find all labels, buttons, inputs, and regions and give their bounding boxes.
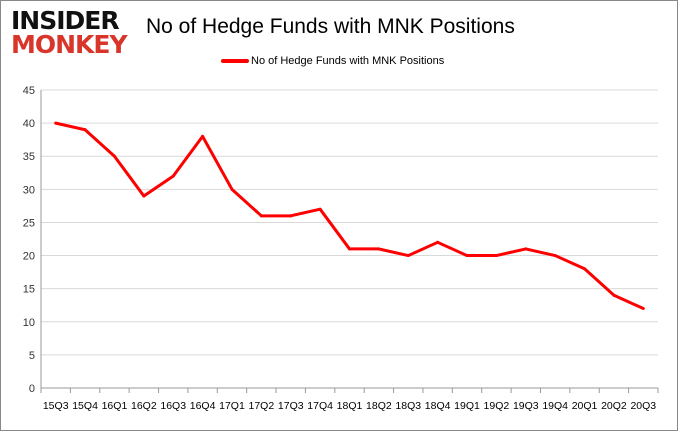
x-tick-label: 18Q1	[337, 400, 363, 412]
y-tick-label: 45	[23, 85, 35, 97]
data-point	[348, 247, 351, 251]
y-tick-label: 0	[29, 383, 35, 395]
data-point	[612, 293, 616, 297]
data-point	[553, 254, 557, 258]
chart-title: No of Hedge Funds with MNK Positions	[146, 15, 515, 38]
data-point	[83, 128, 87, 132]
data-point	[289, 214, 293, 218]
x-tick-label: 16Q3	[160, 400, 186, 412]
x-tick-label: 17Q2	[249, 400, 275, 412]
x-tick-label: 16Q2	[131, 400, 157, 412]
y-tick-label: 20	[23, 251, 35, 263]
insider-monkey-logo: INSIDER MONKEY	[11, 6, 128, 59]
y-tick-label: 40	[23, 118, 35, 130]
data-point	[494, 254, 498, 258]
y-tick-label: 10	[23, 317, 35, 329]
data-point	[583, 267, 587, 271]
x-tick-label: 18Q4	[425, 400, 451, 412]
data-point	[259, 214, 263, 218]
x-tick-label: 18Q2	[366, 400, 392, 412]
legend-swatch	[221, 59, 249, 63]
y-tick-label: 35	[23, 151, 35, 163]
x-tick-label: 17Q3	[278, 400, 304, 412]
data-point	[465, 254, 469, 258]
y-tick-label: 5	[29, 350, 35, 362]
x-tick-label: 19Q3	[513, 400, 539, 412]
data-point	[54, 121, 58, 125]
data-point	[436, 240, 440, 244]
x-tick-label: 20Q3	[630, 400, 656, 412]
data-point	[201, 134, 205, 138]
data-point	[318, 207, 322, 211]
data-point	[142, 194, 146, 198]
data-point	[377, 247, 381, 251]
x-tick-label: 19Q4	[542, 400, 568, 412]
x-tick-label: 20Q2	[601, 400, 627, 412]
data-point	[112, 154, 116, 158]
x-tick-label: 15Q3	[43, 400, 69, 412]
x-tick-label: 18Q3	[395, 400, 421, 412]
x-tick-label: 15Q4	[72, 400, 98, 412]
y-tick-label: 15	[23, 284, 35, 296]
data-point	[524, 247, 528, 251]
data-point	[406, 254, 410, 258]
x-tick-label: 16Q1	[102, 400, 128, 412]
x-tick-label: 17Q4	[307, 400, 333, 412]
x-tick-label: 16Q4	[190, 400, 216, 412]
x-tick-label: 17Q1	[219, 400, 245, 412]
x-tick-label: 20Q1	[572, 400, 598, 412]
y-tick-label: 25	[23, 217, 35, 229]
legend: No of Hedge Funds with MNK Positions	[221, 55, 444, 67]
legend-label: No of Hedge Funds with MNK Positions	[251, 55, 445, 67]
data-point	[641, 307, 645, 311]
x-tick-label: 19Q1	[454, 400, 480, 412]
y-tick-label: 30	[23, 184, 35, 196]
data-point	[230, 187, 234, 191]
series-line	[55, 121, 644, 310]
x-tick-label: 19Q2	[484, 400, 510, 412]
data-point	[171, 174, 175, 178]
